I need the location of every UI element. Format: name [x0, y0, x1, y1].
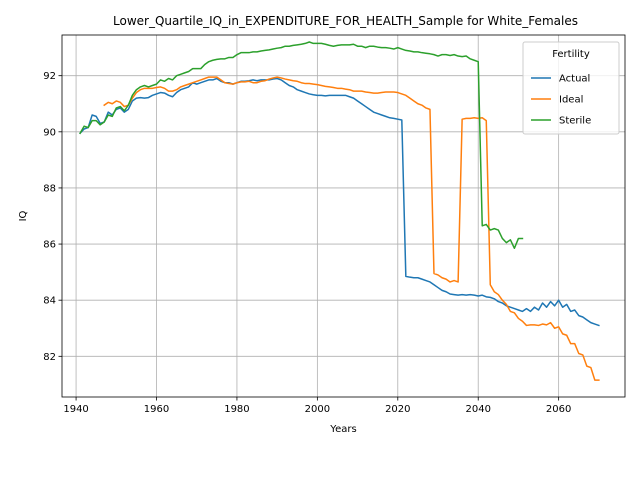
- y-tick-label: 82: [43, 352, 56, 363]
- y-tick-label: 92: [43, 71, 56, 82]
- x-tick-label: 2040: [465, 404, 490, 415]
- x-tick-label: 2020: [385, 404, 410, 415]
- series-layer: [79, 41, 600, 381]
- y-tick-label: 90: [43, 127, 56, 138]
- x-axis-label: Years: [329, 424, 356, 435]
- x-tick-label: 2060: [546, 404, 571, 415]
- y-tick-label: 86: [43, 240, 56, 251]
- plot-frame: [61, 34, 626, 398]
- legend-label-actual: Actual: [559, 74, 590, 85]
- series-line-ideal: [103, 76, 600, 381]
- x-tick-label: 1960: [144, 404, 169, 415]
- x-tick-label: 2000: [305, 404, 330, 415]
- legend-label-ideal: Ideal: [559, 95, 583, 106]
- y-tick-label: 84: [43, 296, 56, 307]
- chart-title: Lower_Quartile_IQ_in_EXPENDITURE_FOR_HEA…: [113, 14, 578, 28]
- y-tick-label: 88: [43, 183, 56, 194]
- legend-title: Fertility: [552, 49, 590, 60]
- grid-lines: [62, 35, 625, 397]
- legend: Fertility Actual Ideal Sterile: [522, 41, 620, 135]
- legend-box: [522, 41, 620, 135]
- axis-ticks: 1940 1960 1980 2000 2020 2040 2060 82 84 86 88 90 92: [43, 71, 571, 415]
- x-tick-label: 1940: [63, 404, 88, 415]
- series-line-actual: [79, 77, 600, 327]
- x-tick-label: 1980: [224, 404, 249, 415]
- series-line-sterile: [79, 41, 524, 250]
- y-axis-label: IQ: [18, 210, 29, 221]
- legend-label-sterile: Sterile: [559, 116, 591, 127]
